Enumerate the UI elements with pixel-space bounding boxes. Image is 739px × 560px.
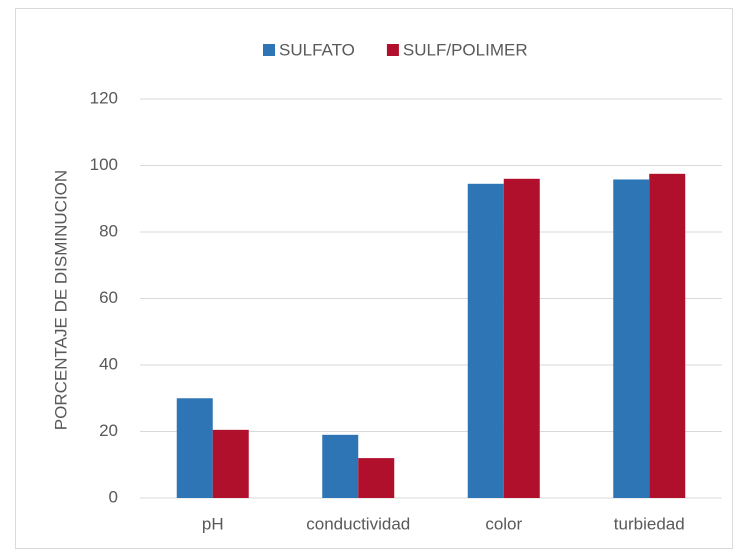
y-tick-label: 60 bbox=[99, 288, 118, 307]
legend-swatch bbox=[386, 44, 399, 56]
legend-label: SULF/POLIMER bbox=[403, 40, 528, 59]
y-tick-label: 100 bbox=[90, 155, 118, 174]
legend-label: SULFATO bbox=[279, 40, 355, 59]
y-tick-label: 80 bbox=[99, 221, 118, 240]
bar bbox=[358, 458, 395, 498]
bar bbox=[322, 434, 359, 498]
bar bbox=[649, 173, 686, 498]
y-tick-label: 20 bbox=[99, 421, 118, 440]
y-tick-label: 40 bbox=[99, 354, 118, 373]
bar bbox=[613, 179, 650, 498]
y-axis-label: PORCENTAJE DE DISMINUCION bbox=[51, 170, 70, 430]
bar bbox=[212, 429, 249, 498]
bar bbox=[176, 398, 213, 498]
x-tick-label: color bbox=[485, 514, 522, 533]
y-tick-label: 120 bbox=[90, 88, 118, 107]
x-tick-label: conductividad bbox=[306, 514, 410, 533]
legend-swatch bbox=[263, 44, 275, 56]
y-tick-label: 0 bbox=[109, 487, 118, 506]
bar bbox=[503, 178, 540, 499]
x-tick-label: pH bbox=[202, 514, 224, 533]
bar bbox=[467, 183, 504, 498]
x-tick-label: turbiedad bbox=[614, 514, 685, 533]
